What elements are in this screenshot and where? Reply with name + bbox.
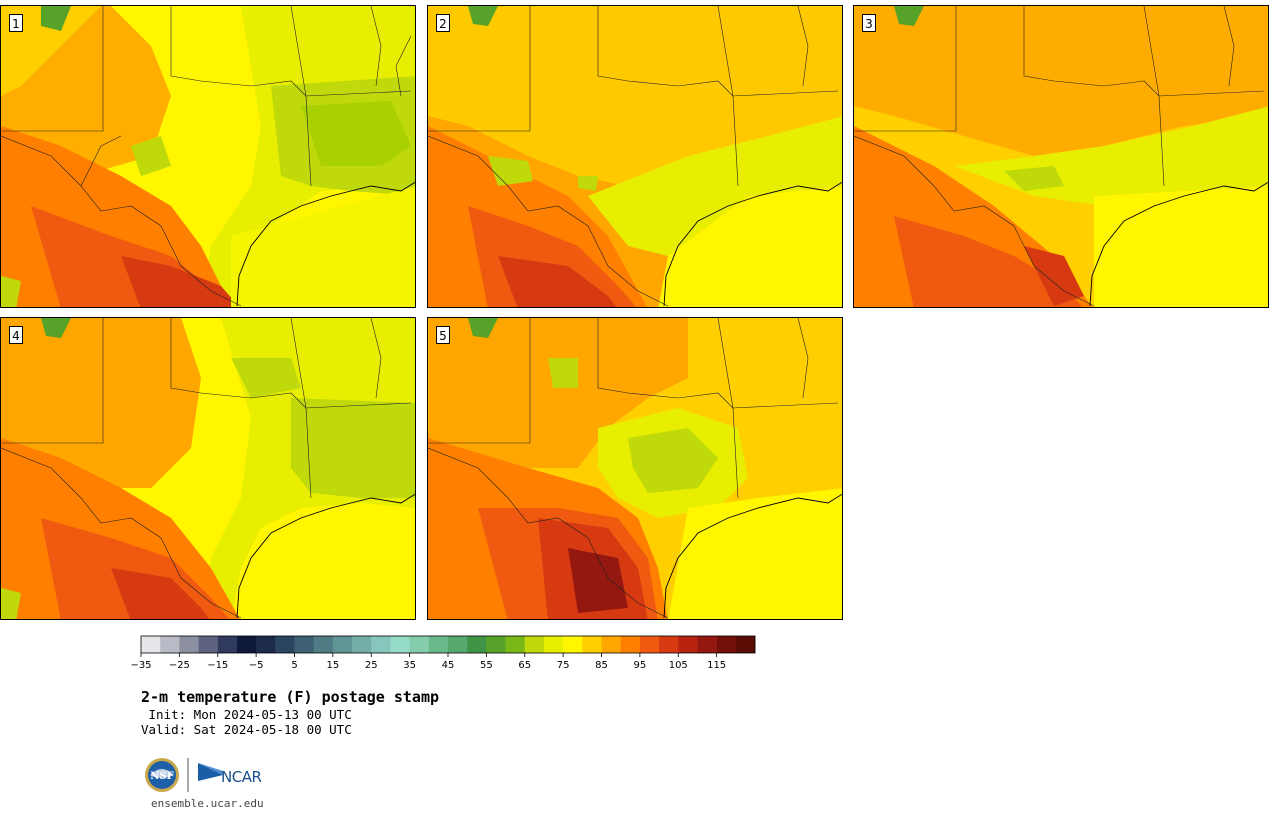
temperature-map-5 (428, 318, 842, 619)
colorbar-tick-label: −5 (249, 660, 264, 671)
colorbar-swatch (198, 636, 219, 653)
colorbar-tick-label: 65 (518, 660, 531, 671)
colorbar-swatch (390, 636, 410, 653)
init-time: Init: Mon 2024-05-13 00 UTC (141, 707, 352, 722)
colorbar-swatch (179, 636, 199, 653)
colorbar-tick-label: 5 (291, 660, 297, 671)
colorbar-tick-label: 115 (707, 660, 726, 671)
colorbar-swatch (371, 636, 391, 653)
colorbar-tick-label: 25 (365, 660, 378, 671)
colorbar-swatch (678, 636, 698, 653)
colorbar-swatch (467, 636, 487, 653)
ensemble-member-panel-4: 4 (0, 317, 416, 620)
colorbar-tick-label: 95 (634, 660, 647, 671)
panel-label-3: 3 (862, 14, 876, 32)
colorbar-tick-label: 75 (557, 660, 570, 671)
title-block: 2-m temperature (F) postage stamp Init: … (141, 687, 439, 737)
colorbar-swatch (659, 636, 679, 653)
colorbar-swatch (332, 636, 353, 653)
colorbar-swatch (409, 636, 430, 653)
panel-label-1: 1 (9, 14, 23, 32)
colorbar-swatch (716, 636, 737, 653)
colorbar-swatch (505, 636, 526, 653)
colorbar-swatch (639, 636, 660, 653)
colorbar-swatch (448, 636, 468, 653)
ensemble-member-panel-5: 5 (427, 317, 843, 620)
colorbar-swatch (236, 636, 257, 653)
sponsor-logos: NSF NCAR (145, 758, 262, 792)
colorbar-swatch (563, 636, 583, 653)
temperature-map-1 (1, 6, 415, 307)
colorbar-tick-label: 105 (669, 660, 688, 671)
colorbar-tick-label: 85 (595, 660, 608, 671)
nsf-logo-text: NSF (150, 771, 173, 782)
colorbar-swatch (543, 636, 564, 653)
ncar-logo: NCAR (198, 763, 262, 786)
panel-label-2: 2 (436, 14, 450, 32)
colorbar-swatch (735, 636, 756, 653)
panel-label-4: 4 (9, 326, 23, 344)
temperature-colorbar: −35 −25 −15 −5 5 15 25 35 45 55 65 75 85 95 105 115 (130, 635, 756, 671)
colorbar-swatch (582, 636, 602, 653)
ensemble-member-panel-2: 2 (427, 5, 843, 308)
ensemble-member-panel-3: 3 (853, 5, 1269, 308)
colorbar-swatch (256, 636, 276, 653)
colorbar-swatch (601, 636, 621, 653)
ncar-logo-text: NCAR (221, 768, 261, 786)
colorbar-swatch (486, 636, 506, 653)
colorbar-swatch (217, 636, 238, 653)
colorbar-swatch (352, 636, 372, 653)
colorbar-swatch (524, 636, 545, 653)
colorbar-tick-label: 55 (480, 660, 493, 671)
valid-time: Valid: Sat 2024-05-18 00 UTC (141, 722, 352, 737)
colorbar-tick-label: 45 (442, 660, 455, 671)
temperature-map-3 (854, 6, 1268, 307)
colorbar-swatch (697, 636, 717, 653)
colorbar-swatch (428, 636, 449, 653)
colorbar-tick-label: −35 (130, 660, 151, 671)
nsf-logo: NSF (145, 758, 179, 792)
colorbar-tick-label: −25 (169, 660, 190, 671)
colorbar-swatch (620, 636, 641, 653)
ensemble-member-panel-1: 1 (0, 5, 416, 308)
colorbar-swatch (141, 636, 161, 653)
temperature-map-4 (1, 318, 415, 619)
colorbar-swatch (294, 636, 314, 653)
panel-label-5: 5 (436, 326, 450, 344)
colorbar-swatch (160, 636, 180, 653)
colorbar-tick-label: −15 (207, 660, 228, 671)
product-title: 2-m temperature (F) postage stamp (141, 688, 440, 706)
colorbar-swatch (313, 636, 334, 653)
site-url: ensemble.ucar.edu (151, 797, 264, 810)
colorbar-swatch (275, 636, 295, 653)
colorbar-tick-label: 15 (327, 660, 340, 671)
colorbar-tick-label: 35 (403, 660, 416, 671)
temperature-map-2 (428, 6, 842, 307)
